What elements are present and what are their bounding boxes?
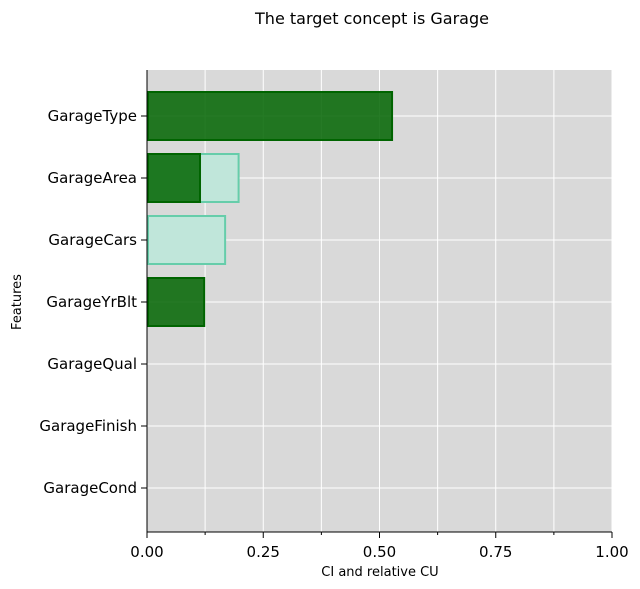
x-tick-label: 0.50 bbox=[363, 543, 396, 561]
cu-bar-garagearea bbox=[147, 153, 202, 203]
y-axis-label: Features bbox=[10, 274, 25, 330]
x-tick-label: 0.75 bbox=[479, 543, 512, 561]
cu-bar-garagetype bbox=[147, 91, 394, 141]
y-tick-label: GarageQual bbox=[47, 355, 137, 373]
y-tick-label: GarageArea bbox=[48, 169, 137, 187]
y-tick-label: GarageCond bbox=[43, 479, 137, 497]
bars bbox=[147, 91, 394, 327]
y-tick-labels: GarageType GarageArea GarageCars GarageYrBl… bbox=[39, 107, 137, 497]
x-axis-label: CI and relative CU bbox=[321, 565, 438, 580]
axes bbox=[141, 70, 613, 538]
chart-title: The target concept is Garage bbox=[254, 9, 489, 28]
cu-bar-garageyrblt bbox=[147, 277, 206, 327]
x-tick-labels: 0.00 0.25 0.50 0.75 1.00 bbox=[130, 543, 628, 561]
y-tick-label: GarageType bbox=[48, 107, 137, 125]
x-tick-label: 0.00 bbox=[130, 543, 163, 561]
y-tick-label: GarageYrBlt bbox=[46, 293, 137, 311]
ci-bar-garagecars bbox=[147, 215, 227, 265]
y-tick-label: GarageCars bbox=[48, 231, 137, 249]
x-tick-label: 0.25 bbox=[247, 543, 280, 561]
y-tick-label: GarageFinish bbox=[39, 417, 137, 435]
x-tick-label: 1.00 bbox=[595, 543, 628, 561]
